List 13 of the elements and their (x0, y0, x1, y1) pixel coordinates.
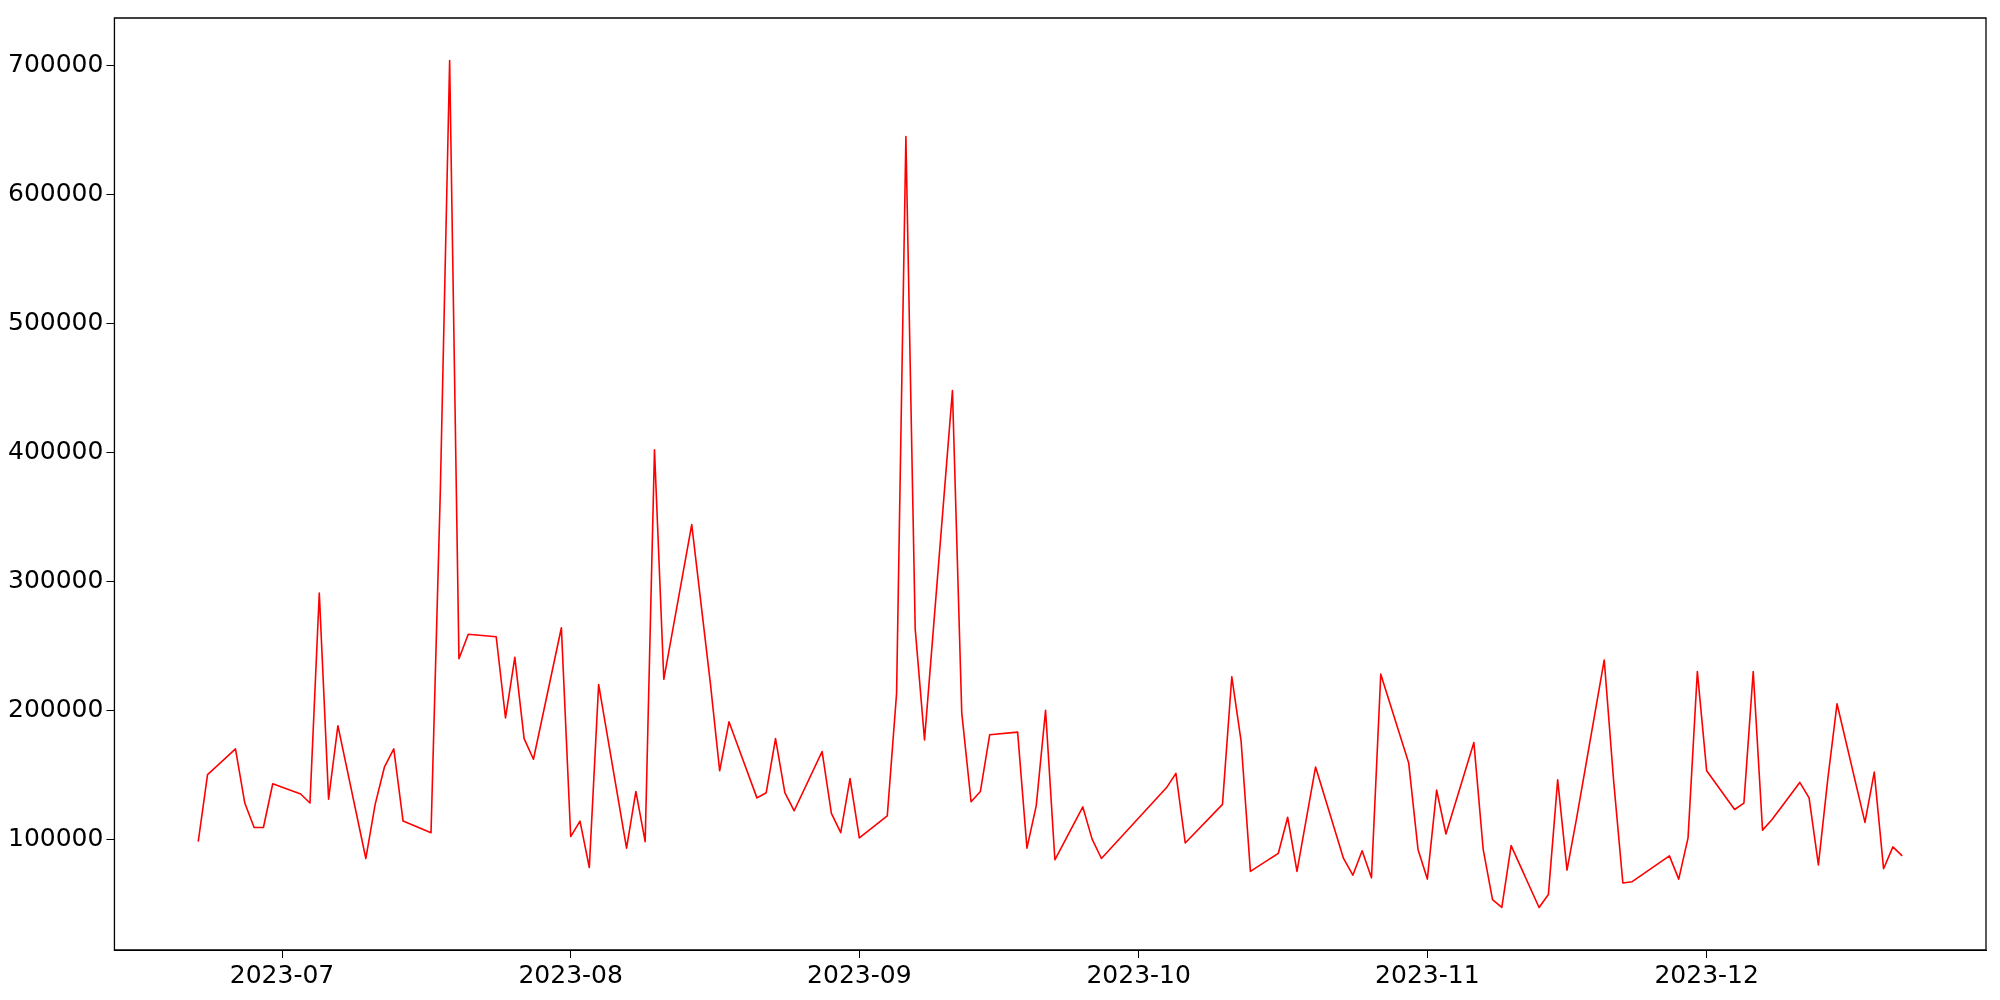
y-tick-label: 100000 (8, 822, 104, 852)
x-tick-label: 2023-07 (229, 959, 335, 989)
y-tick-label: 700000 (8, 49, 104, 79)
x-tick-label: 2023-11 (1375, 959, 1480, 989)
y-tick-label: 200000 (8, 693, 104, 723)
x-tick-label: 2023-09 (807, 959, 912, 989)
x-tick-label: 2023-10 (1086, 959, 1191, 989)
y-tick-label: 600000 (8, 178, 104, 208)
y-tick-label: 400000 (8, 435, 104, 465)
x-tick-label: 2023-12 (1654, 959, 1759, 989)
x-tick-label: 2023-08 (518, 959, 623, 989)
y-tick-label: 300000 (8, 564, 104, 594)
y-tick-label: 500000 (8, 307, 104, 337)
